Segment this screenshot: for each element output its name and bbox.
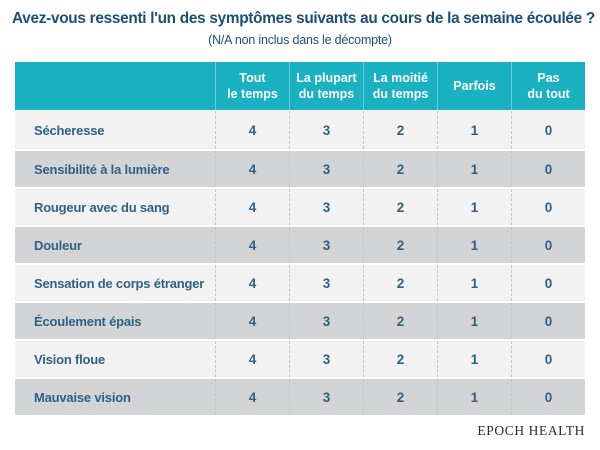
cell-value: 1 <box>437 303 511 339</box>
cell-value: 0 <box>511 265 585 301</box>
cell-value: 0 <box>511 379 585 415</box>
cell-value: 3 <box>289 379 363 415</box>
cell-value: 0 <box>511 341 585 377</box>
table-row: Sensibilité à la lumière 4 3 2 1 0 <box>15 149 585 187</box>
cell-value: 2 <box>363 379 437 415</box>
cell-value: 2 <box>363 303 437 339</box>
cell-value: 2 <box>363 189 437 225</box>
cell-value: 3 <box>289 111 363 149</box>
cell-value: 3 <box>289 341 363 377</box>
cell-value: 1 <box>437 341 511 377</box>
cell-value: 1 <box>437 227 511 263</box>
cell-value: 4 <box>215 227 289 263</box>
column-header-1: Tout le temps <box>215 62 289 110</box>
row-label: Mauvaise vision <box>34 389 131 405</box>
row-label: Rougeur avec du sang <box>34 199 170 215</box>
cell-value: 1 <box>437 379 511 415</box>
table-row: Douleur 4 3 2 1 0 <box>15 225 585 263</box>
cell-value: 0 <box>511 111 585 149</box>
symptom-frequency-table: Tout le temps La plupart du temps La moiti… <box>15 62 585 415</box>
cell-value: 2 <box>363 227 437 263</box>
cell-value: 0 <box>511 189 585 225</box>
cell-value: 2 <box>363 341 437 377</box>
table-row: Rougeur avec du sang 4 3 2 1 0 <box>15 187 585 225</box>
cell-value: 4 <box>215 265 289 301</box>
cell-value: 4 <box>215 303 289 339</box>
column-header-3: La moitié du temps <box>363 62 437 110</box>
cell-value: 1 <box>437 111 511 149</box>
cell-value: 1 <box>437 265 511 301</box>
cell-value: 1 <box>437 189 511 225</box>
row-label: Sensibilité à la lumière <box>34 161 170 177</box>
cell-value: 3 <box>289 189 363 225</box>
cell-value: 3 <box>289 303 363 339</box>
table-row: Sécheresse 4 3 2 1 0 <box>15 111 585 149</box>
table-row: Mauvaise vision 4 3 2 1 0 <box>15 377 585 415</box>
cell-value: 3 <box>289 151 363 187</box>
column-header-2: La plupart du temps <box>289 62 363 110</box>
row-label: Écoulement épais <box>34 313 142 329</box>
cell-value: 1 <box>437 151 511 187</box>
cell-value: 2 <box>363 111 437 149</box>
row-label: Douleur <box>34 237 82 253</box>
cell-value: 4 <box>215 189 289 225</box>
table-row: Écoulement épais 4 3 2 1 0 <box>15 301 585 339</box>
cell-value: 4 <box>215 379 289 415</box>
column-header-5: Pas du tout <box>511 62 585 110</box>
cell-value: 3 <box>289 227 363 263</box>
row-label: Sécheresse <box>34 122 105 138</box>
cell-value: 3 <box>289 265 363 301</box>
table-row: Vision floue 4 3 2 1 0 <box>15 339 585 377</box>
cell-value: 0 <box>511 227 585 263</box>
header-empty-cell <box>15 62 215 110</box>
cell-value: 2 <box>363 151 437 187</box>
page-title: Avez-vous ressenti l'un des symptômes su… <box>12 10 596 27</box>
cell-value: 4 <box>215 111 289 149</box>
cell-value: 4 <box>215 341 289 377</box>
table-body: Sécheresse 4 3 2 1 0 Sensibilité à la lumière 4… <box>15 110 585 415</box>
page-subtitle: (N/A non inclus dans le décompte) <box>208 33 392 47</box>
cell-value: 0 <box>511 151 585 187</box>
cell-value: 2 <box>363 265 437 301</box>
cell-value: 0 <box>511 303 585 339</box>
table-header-row: Tout le temps La plupart du temps La moiti… <box>15 62 585 110</box>
cell-value: 4 <box>215 151 289 187</box>
table-row: Sensation de corps étranger 4 3 2 1 0 <box>15 263 585 301</box>
epoch-health-logo: EPOCH HEALTH <box>477 423 585 438</box>
row-label: Sensation de corps étranger <box>34 275 205 291</box>
column-header-4: Parfois <box>437 62 511 110</box>
row-label: Vision floue <box>34 351 106 367</box>
